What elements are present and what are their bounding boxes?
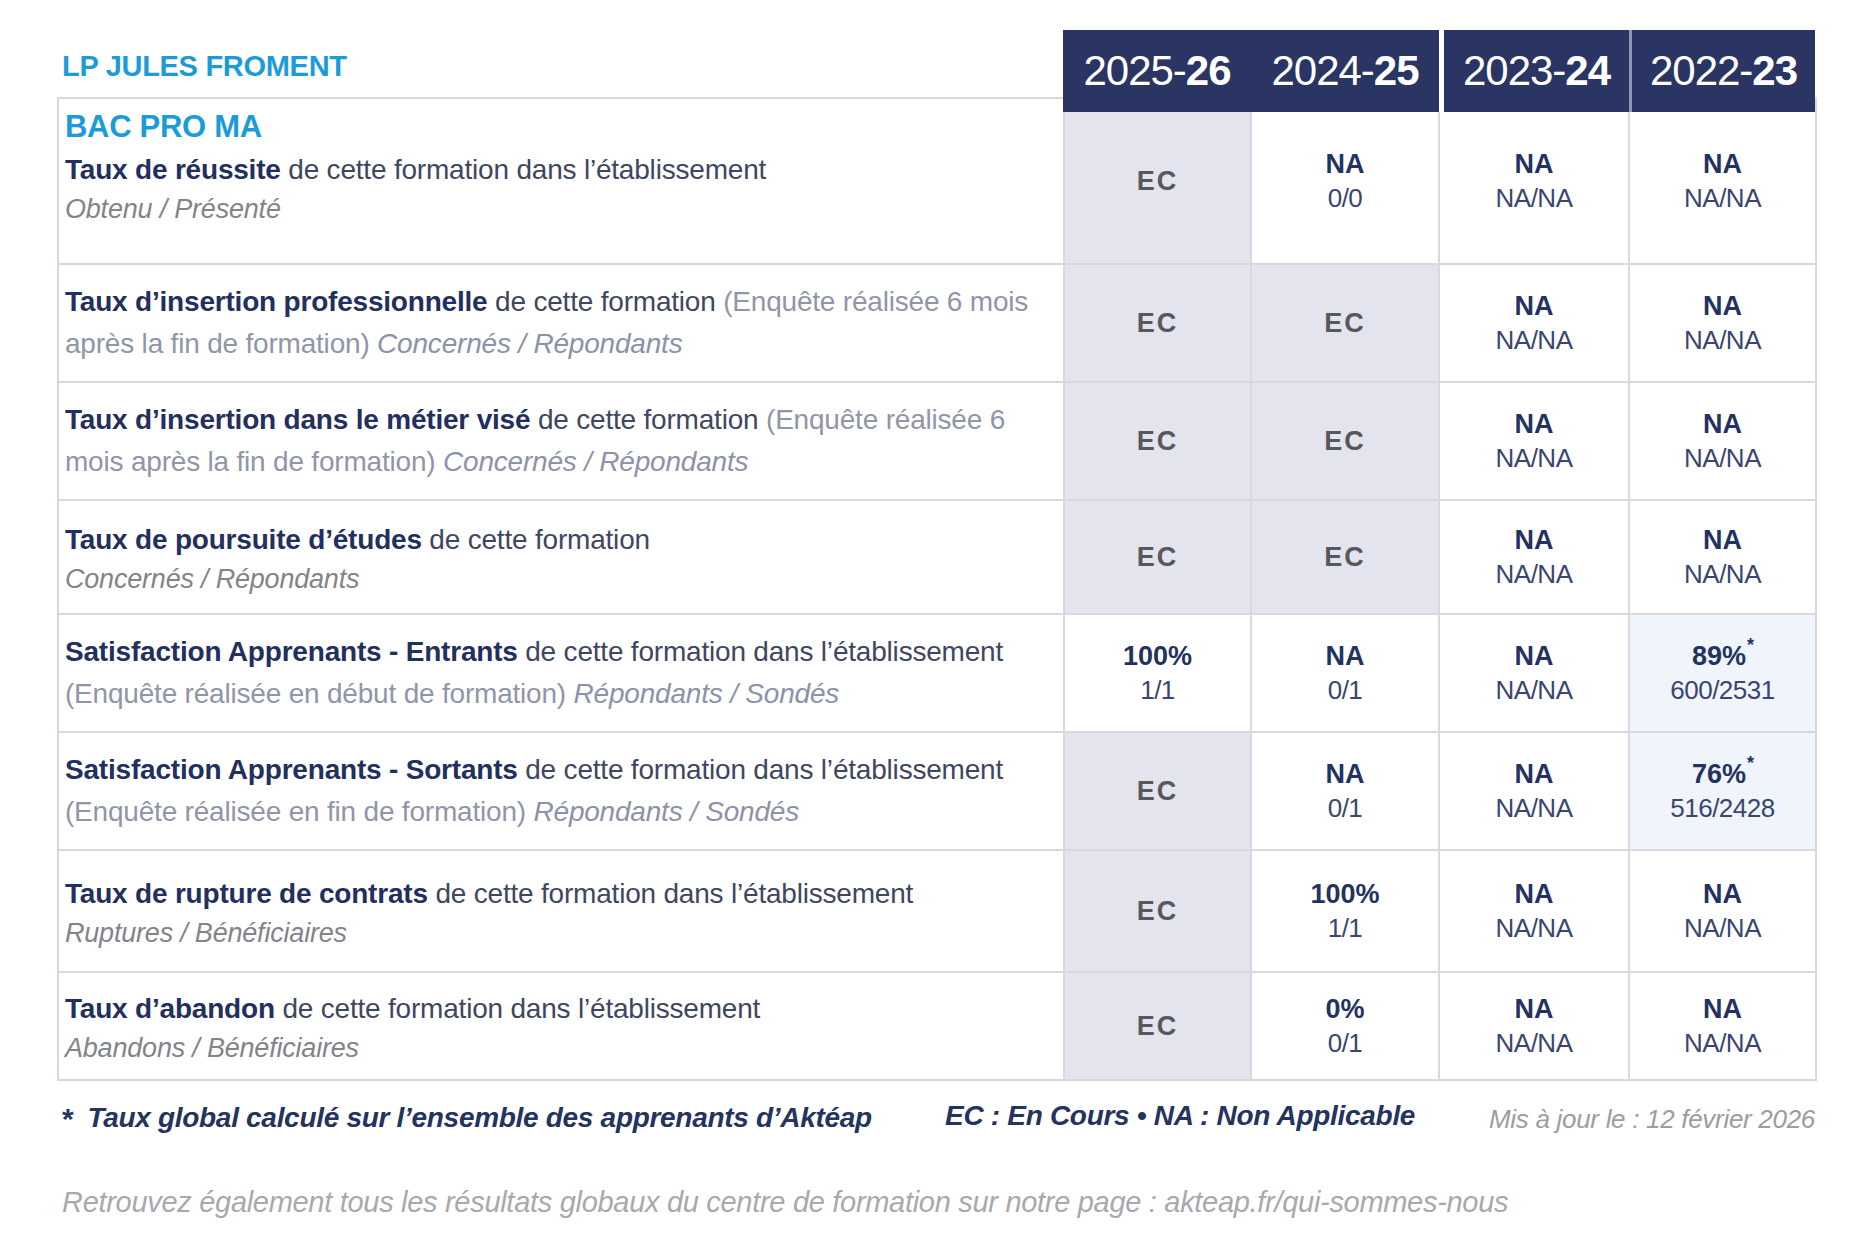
global-rate-asterisk: * xyxy=(1747,635,1754,655)
indicator-label: Satisfaction Apprenants - Sortants de ce… xyxy=(65,749,1049,833)
indicator-sublabel: Obtenu / Présenté xyxy=(65,194,1049,225)
row-label-taux-de-reussite: BAC PRO MA Taux de réussite de cette for… xyxy=(59,99,1063,263)
table-cell: EC xyxy=(1065,265,1250,381)
table-cell-highlighted: 89%*600/2531 xyxy=(1630,615,1815,731)
table-cell: 100%1/1 xyxy=(1252,851,1438,971)
row-label-satisfaction-sortants: Satisfaction Apprenants - Sortants de ce… xyxy=(59,733,1063,849)
global-rate-asterisk: * xyxy=(1747,753,1754,773)
indicator-label: Taux d’abandon de cette formation dans l… xyxy=(65,988,1049,1030)
row-label-insertion-metier-vise: Taux d’insertion dans le métier visé de … xyxy=(59,383,1063,499)
asterisk-symbol: * xyxy=(62,1102,73,1135)
indicator-sublabel: Abandons / Bénéficiaires xyxy=(65,1033,1049,1064)
indicator-sublabel: Concernés / Répondants xyxy=(65,564,1049,595)
table-cell: NANA/NA xyxy=(1440,265,1628,381)
school-name: LP JULES FROMENT xyxy=(62,50,347,83)
table-cell: NANA/NA xyxy=(1630,383,1815,499)
table-cell: NANA/NA xyxy=(1440,615,1628,731)
results-table: 2025-26 2024-25 2023-24 2022-23 BAC PRO … xyxy=(57,97,1817,1081)
global-results-link-note: Retrouvez également tous les résultats g… xyxy=(62,1186,1508,1219)
table-cell: NANA/NA xyxy=(1440,851,1628,971)
table-cell: NA0/0 xyxy=(1252,99,1438,263)
indicator-label: Taux de réussite de cette formation dans… xyxy=(65,149,1049,191)
table-cell: EC xyxy=(1065,973,1250,1079)
row-label-satisfaction-entrants: Satisfaction Apprenants - Entrants de ce… xyxy=(59,615,1063,731)
table-cell: EC xyxy=(1065,851,1250,971)
results-sheet: LP JULES FROMENT 2025-26 2024-25 2023-24… xyxy=(0,0,1875,1250)
row-label-abandon: Taux d’abandon de cette formation dans l… xyxy=(59,973,1063,1079)
row-label-poursuite-etudes: Taux de poursuite d’études de cette form… xyxy=(59,501,1063,613)
row-label-insertion-professionnelle: Taux d’insertion professionnelle de cett… xyxy=(59,265,1063,381)
footnote-global-rate: *Taux global calculé sur l’ensemble des … xyxy=(62,1100,872,1134)
indicator-label: Taux d’insertion professionnelle de cett… xyxy=(65,281,1049,365)
table-cell: NA0/1 xyxy=(1252,615,1438,731)
table-cell: NANA/NA xyxy=(1630,99,1815,263)
table-cell-highlighted: 76%*516/2428 xyxy=(1630,733,1815,849)
last-updated-date: Mis à jour le : 12 février 2026 xyxy=(1489,1104,1815,1135)
table-cell: EC xyxy=(1065,501,1250,613)
table-cell: EC xyxy=(1252,383,1438,499)
table-cell: 100%1/1 xyxy=(1065,615,1250,731)
table-cell: EC xyxy=(1252,501,1438,613)
table-cell: NANA/NA xyxy=(1630,265,1815,381)
table-cell: EC xyxy=(1252,265,1438,381)
table-cell: NANA/NA xyxy=(1440,733,1628,849)
year-header-2023-24: 2023-24 xyxy=(1439,30,1629,112)
year-header-2024-25: 2024-25 xyxy=(1251,30,1439,112)
table-cell: EC xyxy=(1065,99,1250,263)
table-cell: NA0/1 xyxy=(1252,733,1438,849)
table-cell: NANA/NA xyxy=(1630,851,1815,971)
table-cell: NANA/NA xyxy=(1630,501,1815,613)
table-cell: EC xyxy=(1065,733,1250,849)
table-cell: NANA/NA xyxy=(1440,99,1628,263)
table-cell: NANA/NA xyxy=(1440,973,1628,1079)
indicator-label: Taux de rupture de contrats de cette for… xyxy=(65,873,1049,915)
abbreviations-legend: EC : En Cours • NA : Non Applicable xyxy=(945,1100,1415,1132)
year-header-band: 2025-26 2024-25 2023-24 2022-23 xyxy=(1063,30,1815,112)
indicator-sublabel: Ruptures / Bénéficiaires xyxy=(65,918,1049,949)
table-cell: EC xyxy=(1065,383,1250,499)
table-cell: NANA/NA xyxy=(1440,501,1628,613)
table-cell: NANA/NA xyxy=(1630,973,1815,1079)
program-title: BAC PRO MA xyxy=(65,109,1049,145)
year-header-2022-23: 2022-23 xyxy=(1629,30,1815,112)
indicator-label: Taux de poursuite d’études de cette form… xyxy=(65,519,1049,561)
table-cell: NANA/NA xyxy=(1440,383,1628,499)
indicator-label: Taux d’insertion dans le métier visé de … xyxy=(65,399,1049,483)
row-label-rupture-contrats: Taux de rupture de contrats de cette for… xyxy=(59,851,1063,971)
year-header-2025-26: 2025-26 xyxy=(1063,30,1251,112)
table-cell: 0%0/1 xyxy=(1252,973,1438,1079)
indicator-label: Satisfaction Apprenants - Entrants de ce… xyxy=(65,631,1049,715)
